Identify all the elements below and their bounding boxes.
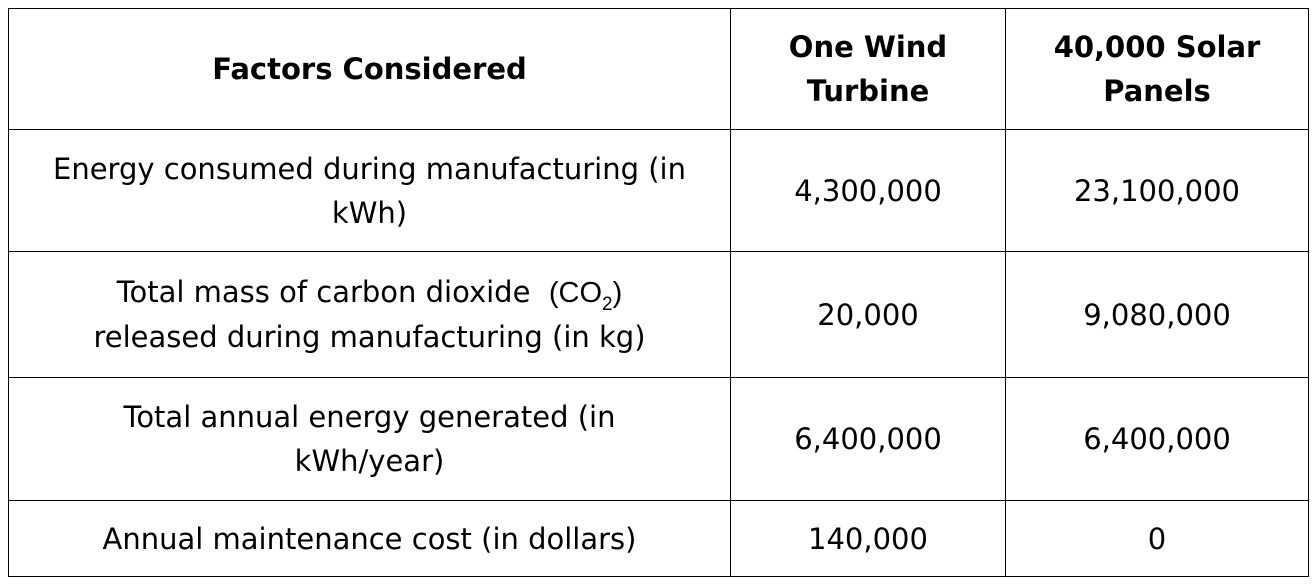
row: Annual maintenance cost (in dollars) 140… [8, 500, 1309, 577]
header-row: Factors Considered One Wind Turbine 40,0… [8, 8, 1309, 130]
header-cell: One Wind Turbine [730, 8, 1006, 130]
row-label: Energy consumed during manufacturing (in… [8, 129, 731, 252]
header-cell: 40,000 Solar Panels [1005, 8, 1309, 130]
row: Energy consumed during manufacturing (in… [8, 129, 1309, 252]
comparison-table: Factors Considered One Wind Turbine 40,0… [8, 8, 1309, 577]
row: Total annual energy generated (in kWh/ye… [8, 377, 1309, 501]
formula: ) [612, 277, 623, 309]
formula-subscript: 2 [602, 294, 613, 315]
row-label: Total annual energy generated (in kWh/ye… [8, 377, 731, 501]
cell: 140,000 [730, 500, 1006, 577]
formula: (CO [548, 277, 603, 309]
label-text: released during manufacturing (in kg) [93, 320, 646, 354]
header-cell: Factors Considered [8, 8, 731, 130]
row-label: Annual maintenance cost (in dollars) [8, 500, 731, 577]
label-text: Total mass of carbon dioxide [116, 275, 531, 309]
cell: 0 [1005, 500, 1309, 577]
row-label: Total mass of carbon dioxide (CO2) releas… [8, 251, 731, 378]
cell: 9,080,000 [1005, 251, 1309, 378]
cell: 4,300,000 [730, 129, 1006, 252]
cell: 23,100,000 [1005, 129, 1309, 252]
cell: 6,400,000 [1005, 377, 1309, 501]
row: Total mass of carbon dioxide (CO2) releas… [8, 251, 1309, 378]
cell: 6,400,000 [730, 377, 1006, 501]
cell: 20,000 [730, 251, 1006, 378]
